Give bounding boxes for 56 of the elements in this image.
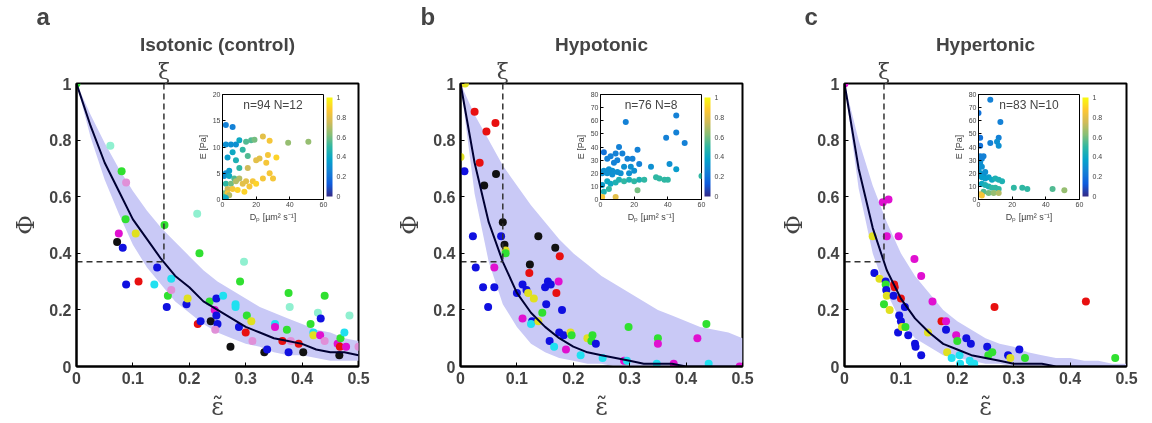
y-tick-label: 0.2 bbox=[817, 301, 840, 319]
x-tick-label: 0.5 bbox=[731, 369, 754, 387]
y-tick-label: 0.6 bbox=[49, 188, 72, 206]
text: a bbox=[36, 2, 51, 30]
x-tick-label: 0.3 bbox=[1002, 369, 1025, 387]
y-tick-label: 0.8 bbox=[49, 132, 72, 150]
x-axis-title: Dₚ [µm² s⁻¹] bbox=[1005, 211, 1053, 223]
y-tick-label: 0.8 bbox=[817, 132, 840, 150]
x-tick-label: 0.1 bbox=[505, 369, 529, 387]
ref-line-label: ξ bbox=[496, 58, 509, 84]
y-tick-label: 0.6 bbox=[433, 188, 456, 206]
x-axis-title: ε̃ bbox=[211, 392, 224, 421]
x-tick-label: 0.4 bbox=[1058, 369, 1082, 387]
chart-title: Hypertonic bbox=[935, 33, 1036, 55]
y-axis-title: Φ bbox=[780, 215, 809, 235]
y-tick-label: 0 bbox=[446, 358, 456, 376]
x-tick-label: 0.5 bbox=[347, 369, 370, 387]
annotation: n=94 N=12 bbox=[243, 97, 304, 112]
x-tick-label: 0.1 bbox=[889, 369, 913, 387]
y-tick-label: 0.2 bbox=[433, 301, 456, 319]
ref-line-label: ξ bbox=[877, 58, 891, 84]
y-axis-title: Φ bbox=[12, 215, 41, 235]
annotation: n=76 N=8 bbox=[624, 97, 678, 112]
chart-title: Hypotonic bbox=[555, 33, 649, 55]
x-tick-label: 0.4 bbox=[290, 369, 314, 387]
y-axis-title: E [Pa] bbox=[953, 134, 964, 160]
x-tick-label: 0.2 bbox=[178, 369, 201, 387]
text: c bbox=[804, 2, 818, 30]
y-tick-label: 1 bbox=[830, 75, 840, 93]
x-axis-title: ε̃ bbox=[979, 392, 992, 421]
x-tick-label: 0.3 bbox=[618, 369, 641, 387]
y-tick-label: 1 bbox=[62, 75, 72, 93]
y-tick-label: 0.6 bbox=[817, 188, 840, 206]
x-tick-label: 0.5 bbox=[1115, 369, 1138, 387]
y-tick-label: 0.2 bbox=[49, 301, 72, 319]
x-axis-title: Dₚ [µm² s⁻¹] bbox=[627, 211, 675, 223]
y-axis-title: E [Pa] bbox=[575, 134, 586, 160]
x-tick-label: 0.2 bbox=[562, 369, 585, 387]
x-axis-title: ε̃ bbox=[595, 392, 608, 421]
annotation: n=83 N=10 bbox=[999, 97, 1060, 112]
chart-title: Isotonic (control) bbox=[139, 33, 296, 55]
x-tick-label: 0.1 bbox=[121, 369, 145, 387]
y-tick-label: 0.8 bbox=[433, 132, 456, 150]
ref-line-label: ξ bbox=[157, 58, 171, 84]
y-tick-label: 1 bbox=[446, 75, 456, 93]
y-tick-label: 0.4 bbox=[817, 245, 840, 263]
y-tick-label: 0 bbox=[830, 358, 840, 376]
x-tick-label: 0.3 bbox=[234, 369, 257, 387]
y-axis-title: Φ bbox=[396, 215, 425, 235]
y-tick-label: 0.4 bbox=[49, 245, 72, 263]
y-tick-label: 0 bbox=[62, 358, 72, 376]
x-axis-title: Dₚ [µm² s⁻¹] bbox=[249, 211, 297, 223]
y-tick-label: 0.4 bbox=[433, 245, 456, 263]
x-tick-label: 0.4 bbox=[674, 369, 698, 387]
y-axis-title: E [Pa] bbox=[197, 134, 208, 160]
text: b bbox=[420, 2, 436, 30]
